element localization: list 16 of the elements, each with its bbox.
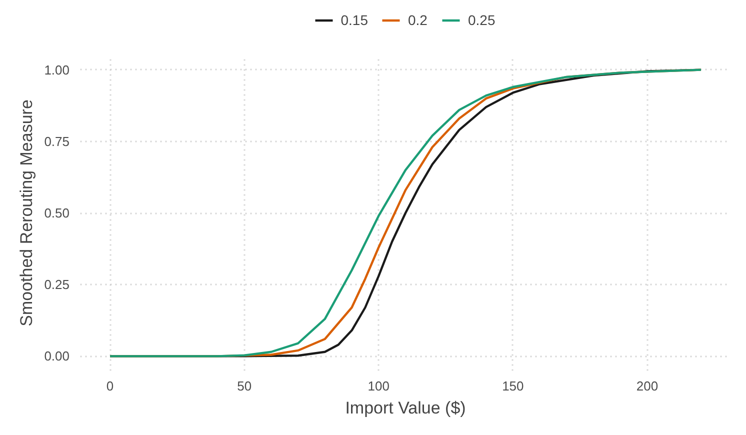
legend-label: 0.15 bbox=[340, 12, 368, 28]
x-tick-label: 150 bbox=[502, 378, 524, 394]
x-tick-label: 0 bbox=[106, 378, 114, 394]
y-tick-label: 0.25 bbox=[44, 277, 70, 292]
line-series bbox=[108, 68, 702, 358]
x-tick-label: 50 bbox=[237, 378, 252, 394]
x-tick-label: 100 bbox=[368, 378, 390, 394]
legend-label: 0.25 bbox=[468, 12, 496, 28]
y-tick-label: 1.00 bbox=[44, 62, 70, 78]
legend-label: 0.2 bbox=[408, 12, 428, 28]
x-tick-label: 200 bbox=[636, 378, 658, 394]
y-tick-label: 0.00 bbox=[44, 348, 70, 364]
y-axis-title: Smoothed Rerouting Measure bbox=[17, 100, 36, 326]
y-tick-label: 0.75 bbox=[44, 134, 70, 149]
x-axis-title: Import Value ($) bbox=[345, 398, 466, 418]
y-tick-label: 0.50 bbox=[44, 206, 70, 220]
